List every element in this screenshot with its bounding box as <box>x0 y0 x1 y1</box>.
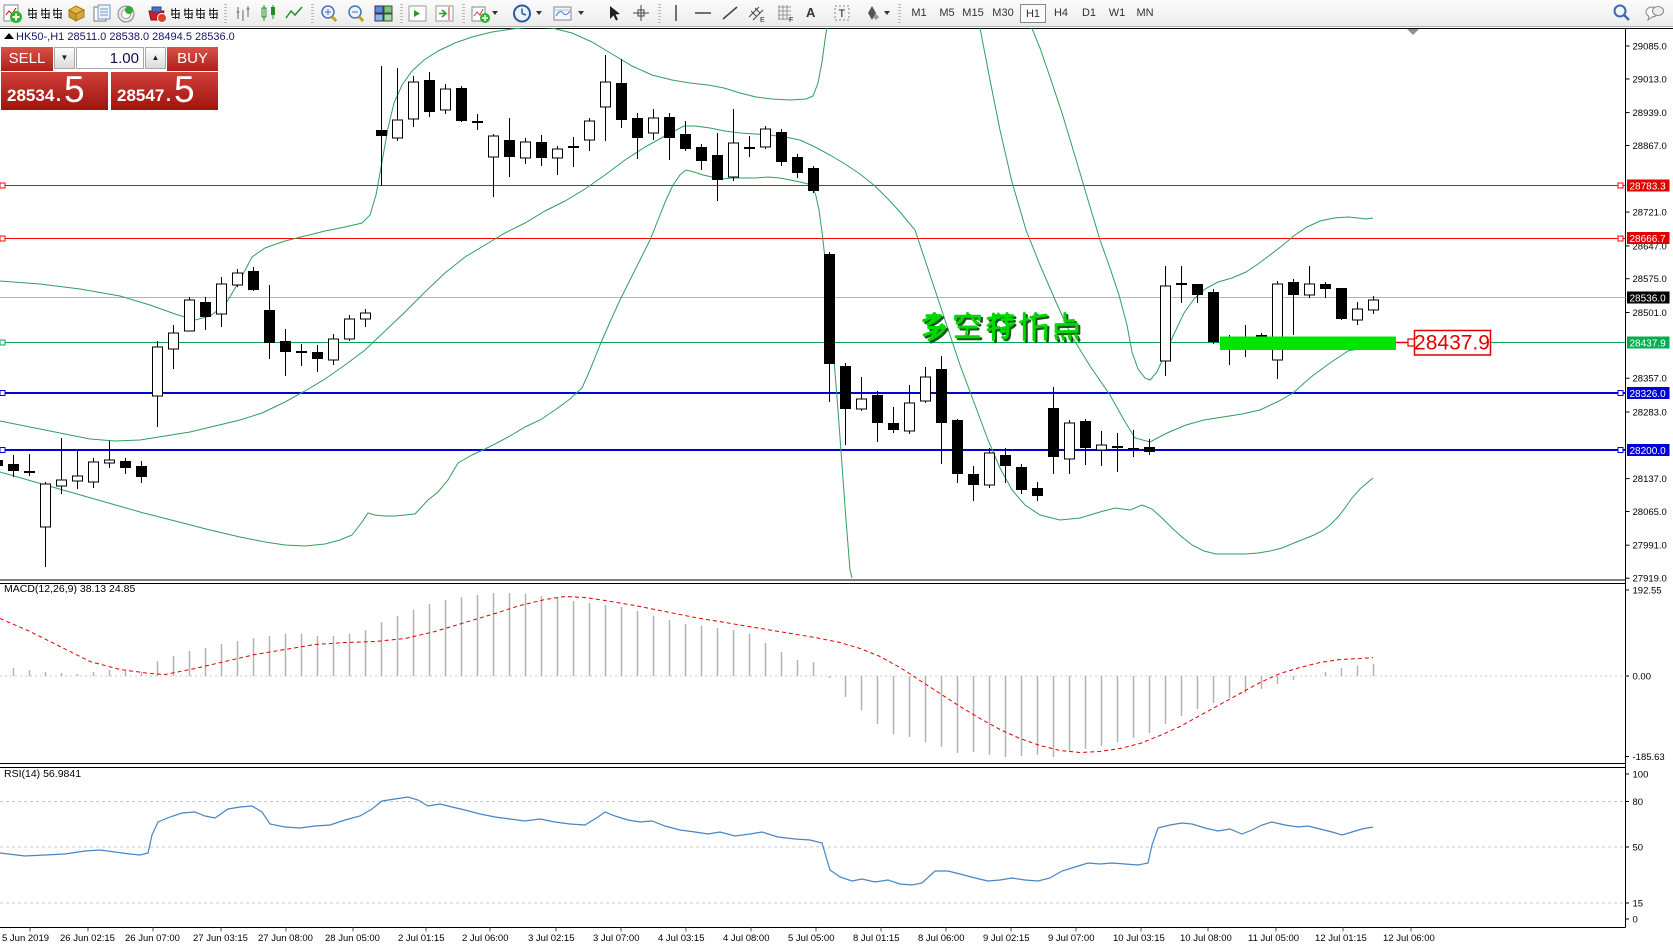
svg-text:12 Jul 01:15: 12 Jul 01:15 <box>1315 933 1367 944</box>
svg-text:8 Jul 06:00: 8 Jul 06:00 <box>918 933 964 944</box>
svg-text:26 Jun 07:00: 26 Jun 07:00 <box>125 933 180 944</box>
svg-text:28501.0: 28501.0 <box>1633 308 1667 319</box>
svg-text:28536.0: 28536.0 <box>1630 293 1667 304</box>
svg-text:0.00: 0.00 <box>1633 672 1652 683</box>
svg-text:28 Jun 05:00: 28 Jun 05:00 <box>325 933 380 944</box>
svg-text:28666.7: 28666.7 <box>1630 234 1667 245</box>
svg-text:MACD(12,26,9) 38.13 24.85: MACD(12,26,9) 38.13 24.85 <box>4 583 135 595</box>
svg-text:-185.63: -185.63 <box>1633 752 1665 763</box>
svg-text:28326.0: 28326.0 <box>1630 389 1667 400</box>
svg-text:28137.0: 28137.0 <box>1633 474 1667 485</box>
svg-text:8 Jul 01:15: 8 Jul 01:15 <box>853 933 899 944</box>
svg-text:28283.0: 28283.0 <box>1633 408 1667 419</box>
svg-text:HK50-,H1 28511.0 28538.0 2849: HK50-,H1 28511.0 28538.0 28494.5 28536.0 <box>16 31 235 43</box>
svg-text:4 Jul 08:00: 4 Jul 08:00 <box>723 933 769 944</box>
svg-text:28200.0: 28200.0 <box>1630 446 1667 457</box>
svg-text:3 Jul 07:00: 3 Jul 07:00 <box>593 933 639 944</box>
svg-text:2 Jul 06:00: 2 Jul 06:00 <box>462 933 508 944</box>
svg-text:29085.0: 29085.0 <box>1633 42 1667 53</box>
svg-text:2 Jul 01:15: 2 Jul 01:15 <box>398 933 444 944</box>
svg-text:26 Jun 02:15: 26 Jun 02:15 <box>60 933 115 944</box>
svg-text:50: 50 <box>1633 843 1644 854</box>
svg-text:27991.0: 27991.0 <box>1633 541 1667 552</box>
svg-text:28867.0: 28867.0 <box>1633 141 1667 152</box>
svg-text:10 Jul 08:00: 10 Jul 08:00 <box>1180 933 1232 944</box>
svg-text:192.55: 192.55 <box>1633 586 1662 597</box>
svg-text:80: 80 <box>1633 797 1644 808</box>
svg-text:5 Jun 2019: 5 Jun 2019 <box>2 933 49 944</box>
svg-text:28647.0: 28647.0 <box>1633 241 1667 252</box>
svg-text:28783.3: 28783.3 <box>1630 181 1667 192</box>
svg-text:0: 0 <box>1633 915 1638 926</box>
svg-text:100: 100 <box>1633 770 1649 781</box>
svg-text:10 Jul 03:15: 10 Jul 03:15 <box>1113 933 1165 944</box>
svg-text:28065.0: 28065.0 <box>1633 507 1667 518</box>
svg-text:27 Jun 08:00: 27 Jun 08:00 <box>258 933 313 944</box>
svg-text:9 Jul 02:15: 9 Jul 02:15 <box>983 933 1029 944</box>
svg-text:28357.0: 28357.0 <box>1633 374 1667 385</box>
svg-text:E: E <box>760 17 765 24</box>
svg-text:29013.0: 29013.0 <box>1633 75 1667 86</box>
svg-text:3 Jul 02:15: 3 Jul 02:15 <box>528 933 574 944</box>
svg-text:28721.0: 28721.0 <box>1633 208 1667 219</box>
svg-text:F: F <box>789 17 793 24</box>
svg-text:27919.0: 27919.0 <box>1633 574 1667 585</box>
svg-text:4 Jul 03:15: 4 Jul 03:15 <box>658 933 704 944</box>
svg-text:5 Jul 05:00: 5 Jul 05:00 <box>788 933 834 944</box>
svg-text:28437.9: 28437.9 <box>1630 338 1667 349</box>
svg-text:11 Jul 05:00: 11 Jul 05:00 <box>1248 933 1299 944</box>
svg-text:27 Jun 03:15: 27 Jun 03:15 <box>193 933 248 944</box>
svg-text:28437.9: 28437.9 <box>1414 332 1490 355</box>
svg-text:15: 15 <box>1633 899 1644 910</box>
svg-text:12 Jul 06:00: 12 Jul 06:00 <box>1383 933 1435 944</box>
svg-text:RSI(14) 56.9841: RSI(14) 56.9841 <box>4 768 81 780</box>
svg-text:28939.0: 28939.0 <box>1633 108 1667 119</box>
svg-text:T: T <box>839 8 846 20</box>
svg-text:9 Jul 07:00: 9 Jul 07:00 <box>1048 933 1094 944</box>
svg-text:28575.0: 28575.0 <box>1633 274 1667 285</box>
